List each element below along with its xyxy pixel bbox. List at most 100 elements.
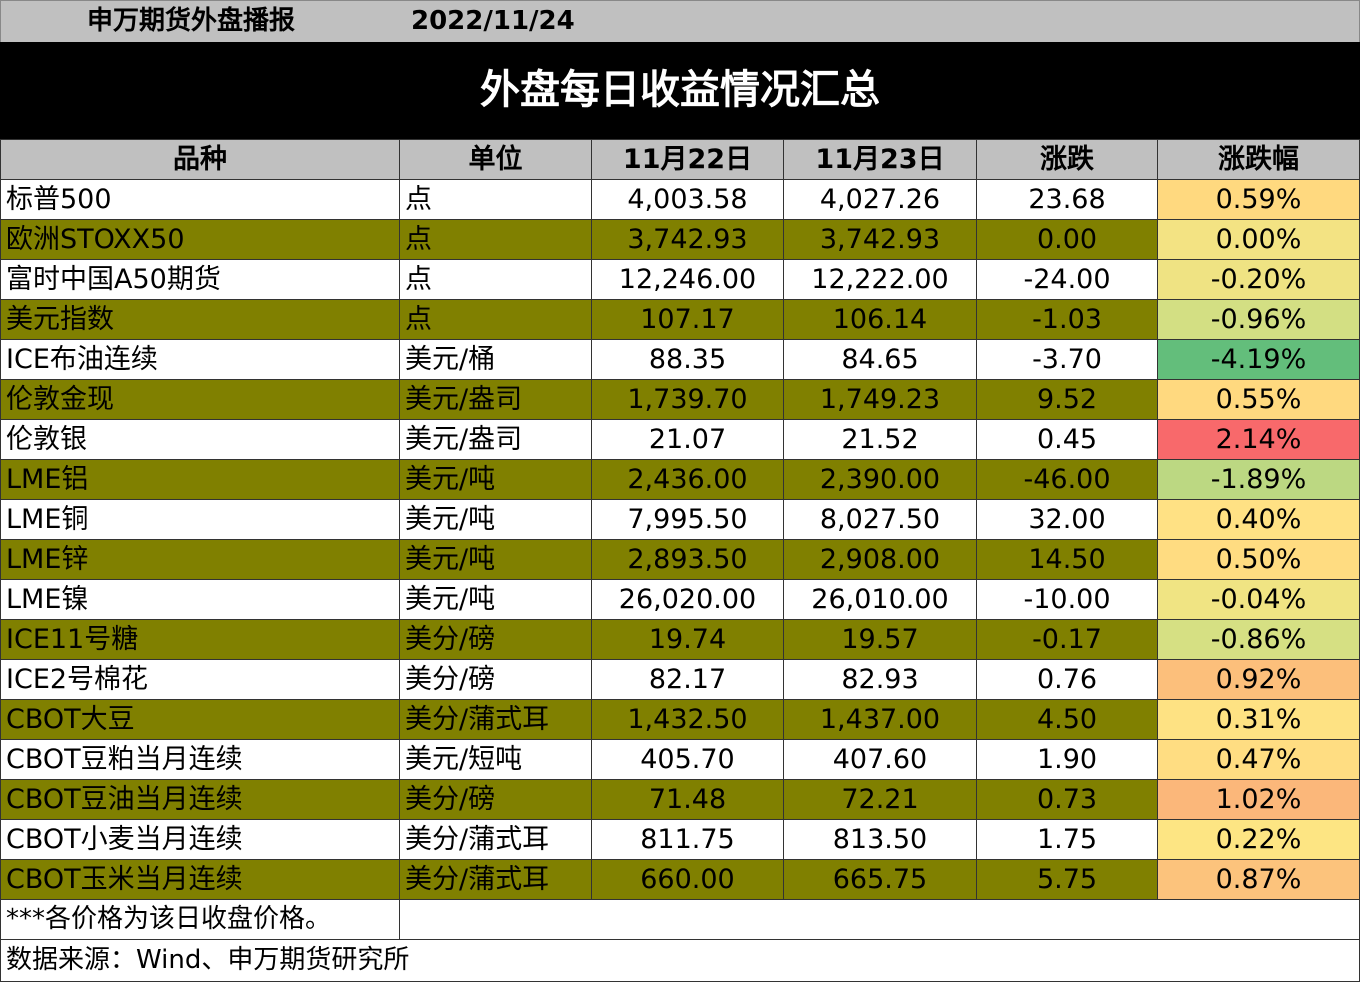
cell-date2: 2,908.00 [783, 539, 977, 580]
cell-unit: 点 [399, 299, 592, 340]
cell-change: 23.68 [976, 179, 1158, 220]
cell-change: 4.50 [976, 699, 1158, 740]
table-row: 欧洲STOXX50 点 3,742.93 3,742.93 0.00 0.00% [0, 219, 1360, 260]
cell-date2: 813.50 [783, 819, 977, 860]
cell-date1: 12,246.00 [591, 259, 784, 300]
cell-pct: -0.20% [1157, 259, 1360, 300]
table-row: LME铜 美元/吨 7,995.50 8,027.50 32.00 0.40% [0, 499, 1360, 540]
cell-pct: 0.31% [1157, 699, 1360, 740]
cell-pct: 0.55% [1157, 379, 1360, 420]
cell-pct: 1.02% [1157, 779, 1360, 820]
table-row: 标普500 点 4,003.58 4,027.26 23.68 0.59% [0, 179, 1360, 220]
cell-pct: 0.22% [1157, 819, 1360, 860]
table-header-row: 品种 单位 11月22日 11月23日 涨跌 涨跌幅 [0, 139, 1360, 180]
cell-date1: 405.70 [591, 739, 784, 780]
source-text: 数据来源：Wind、申万期货研究所 [0, 939, 1360, 982]
cell-unit: 美元/短吨 [399, 739, 592, 780]
col-header-date1: 11月22日 [591, 139, 784, 180]
cell-name: 美元指数 [0, 299, 400, 340]
report-date: 2022/11/24 [411, 6, 575, 36]
table-row: LME镍 美元/吨 26,020.00 26,010.00 -10.00 -0.04% [0, 579, 1360, 620]
cell-date1: 1,739.70 [591, 379, 784, 420]
cell-unit: 美分/磅 [399, 779, 592, 820]
report-header: 申万期货外盘播报 2022/11/24 [0, 0, 1360, 43]
cell-pct: -4.19% [1157, 339, 1360, 380]
cell-date2: 84.65 [783, 339, 977, 380]
cell-change: 9.52 [976, 379, 1158, 420]
cell-name: LME镍 [0, 579, 400, 620]
table-row: CBOT小麦当月连续 美分/蒲式耳 811.75 813.50 1.75 0.22% [0, 819, 1360, 860]
cell-date2: 1,749.23 [783, 379, 977, 420]
cell-unit: 点 [399, 179, 592, 220]
returns-table: 品种 单位 11月22日 11月23日 涨跌 涨跌幅 标普500 点 4,003.5… [0, 139, 1360, 982]
cell-unit: 美元/盎司 [399, 419, 592, 460]
table-row: ICE布油连续 美元/桶 88.35 84.65 -3.70 -4.19% [0, 339, 1360, 380]
cell-unit: 美元/吨 [399, 459, 592, 500]
table-row: ICE2号棉花 美分/磅 82.17 82.93 0.76 0.92% [0, 659, 1360, 700]
cell-change: -1.03 [976, 299, 1158, 340]
cell-date1: 3,742.93 [591, 219, 784, 260]
cell-change: 1.75 [976, 819, 1158, 860]
cell-change: 0.76 [976, 659, 1158, 700]
cell-change: 32.00 [976, 499, 1158, 540]
col-header-unit: 单位 [399, 139, 592, 180]
cell-change: -46.00 [976, 459, 1158, 500]
cell-name: LME铜 [0, 499, 400, 540]
cell-pct: -1.89% [1157, 459, 1360, 500]
col-header-pct: 涨跌幅 [1157, 139, 1360, 180]
cell-change: 1.90 [976, 739, 1158, 780]
cell-date1: 82.17 [591, 659, 784, 700]
table-row: LME铝 美元/吨 2,436.00 2,390.00 -46.00 -1.89% [0, 459, 1360, 500]
cell-change: 5.75 [976, 859, 1158, 900]
brand-label: 申万期货外盘播报 [87, 6, 296, 36]
cell-pct: -0.96% [1157, 299, 1360, 340]
cell-change: -0.17 [976, 619, 1158, 660]
cell-unit: 点 [399, 259, 592, 300]
cell-unit: 美分/蒲式耳 [399, 859, 592, 900]
table-row: 伦敦银 美元/盎司 21.07 21.52 0.45 2.14% [0, 419, 1360, 460]
cell-pct: 0.59% [1157, 179, 1360, 220]
cell-name: 标普500 [0, 179, 400, 220]
cell-name: 欧洲STOXX50 [0, 219, 400, 260]
cell-pct: 0.47% [1157, 739, 1360, 780]
cell-unit: 美分/磅 [399, 659, 592, 700]
cell-date2: 72.21 [783, 779, 977, 820]
note-text: ***各价格为该日收盘价格。 [0, 899, 400, 940]
table-row: CBOT豆粕当月连续 美元/短吨 405.70 407.60 1.90 0.47% [0, 739, 1360, 780]
cell-change: -24.00 [976, 259, 1158, 300]
cell-pct: 2.14% [1157, 419, 1360, 460]
cell-date1: 7,995.50 [591, 499, 784, 540]
cell-pct: 0.50% [1157, 539, 1360, 580]
cell-date1: 71.48 [591, 779, 784, 820]
cell-date1: 19.74 [591, 619, 784, 660]
table-row: CBOT豆油当月连续 美分/磅 71.48 72.21 0.73 1.02% [0, 779, 1360, 820]
cell-name: ICE2号棉花 [0, 659, 400, 700]
cell-unit: 美分/蒲式耳 [399, 699, 592, 740]
cell-change: -10.00 [976, 579, 1158, 620]
table-row: LME锌 美元/吨 2,893.50 2,908.00 14.50 0.50% [0, 539, 1360, 580]
cell-name: 伦敦金现 [0, 379, 400, 420]
cell-name: CBOT小麦当月连续 [0, 819, 400, 860]
cell-unit: 美元/吨 [399, 579, 592, 620]
cell-date2: 407.60 [783, 739, 977, 780]
cell-unit: 美分/磅 [399, 619, 592, 660]
col-header-change: 涨跌 [976, 139, 1158, 180]
col-header-date2: 11月23日 [783, 139, 977, 180]
cell-name: LME铝 [0, 459, 400, 500]
cell-name: CBOT玉米当月连续 [0, 859, 400, 900]
cell-unit: 点 [399, 219, 592, 260]
cell-date1: 660.00 [591, 859, 784, 900]
cell-name: CBOT豆油当月连续 [0, 779, 400, 820]
cell-change: 14.50 [976, 539, 1158, 580]
cell-name: 富时中国A50期货 [0, 259, 400, 300]
cell-date2: 12,222.00 [783, 259, 977, 300]
cell-date2: 1,437.00 [783, 699, 977, 740]
cell-pct: 0.00% [1157, 219, 1360, 260]
table-row: 富时中国A50期货点 12,246.00 12,222.00 -24.00 -0.20% [0, 259, 1360, 300]
cell-pct: -0.86% [1157, 619, 1360, 660]
cell-unit: 美元/吨 [399, 539, 592, 580]
cell-pct: 0.87% [1157, 859, 1360, 900]
cell-date2: 665.75 [783, 859, 977, 900]
table-row: CBOT玉米当月连续 美分/蒲式耳 660.00 665.75 5.75 0.87% [0, 859, 1360, 900]
cell-date2: 8,027.50 [783, 499, 977, 540]
